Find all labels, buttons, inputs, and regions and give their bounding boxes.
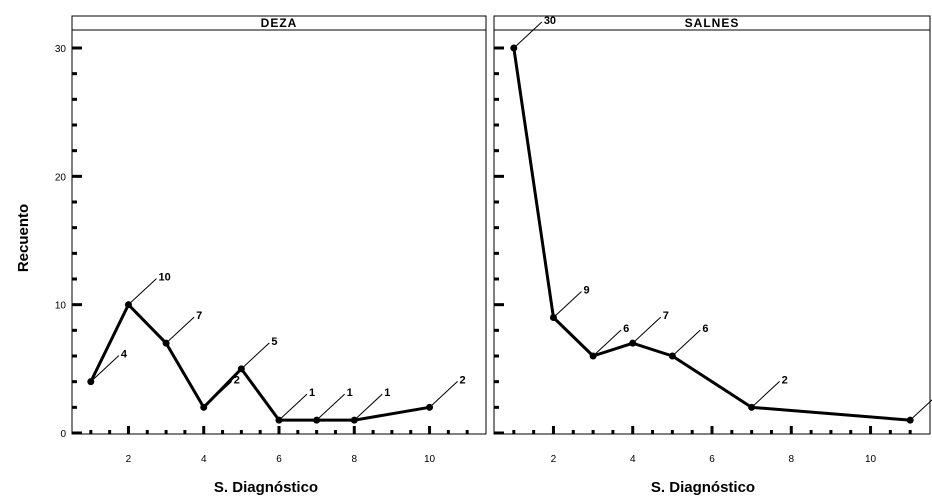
data-label: 30 bbox=[544, 15, 556, 27]
series-line bbox=[512, 47, 911, 422]
leader-line bbox=[592, 329, 622, 357]
data-point bbox=[426, 403, 434, 411]
data-point bbox=[350, 416, 358, 424]
data-label: 6 bbox=[623, 323, 629, 335]
data-point bbox=[629, 339, 637, 347]
x-tick-label: 2 bbox=[126, 454, 132, 465]
leader-line bbox=[672, 329, 701, 357]
y-tick-label: 0 bbox=[60, 429, 66, 440]
data-label: 10 bbox=[158, 272, 170, 284]
data-label: 7 bbox=[663, 310, 669, 322]
leader-line bbox=[751, 380, 780, 408]
data-point bbox=[87, 378, 95, 386]
leader-line bbox=[203, 380, 233, 408]
data-label: 1 bbox=[309, 387, 315, 399]
leader-line bbox=[241, 342, 270, 370]
x-tick-label: 10 bbox=[424, 454, 436, 465]
data-label: 6 bbox=[702, 323, 708, 335]
x-axis-title-right: S. Diagnóstico bbox=[651, 479, 755, 496]
y-tick-label: 30 bbox=[55, 44, 67, 55]
data-point bbox=[124, 301, 132, 309]
panel-frame bbox=[493, 15, 931, 435]
data-label: 2 bbox=[234, 374, 240, 386]
data-point bbox=[549, 314, 557, 321]
panel-title: DEZA bbox=[261, 16, 298, 30]
leader-line bbox=[909, 399, 932, 421]
leader-line bbox=[90, 355, 120, 383]
y-tick-label: 20 bbox=[55, 172, 67, 183]
data-label: 4 bbox=[121, 349, 128, 361]
panels-group: DEZA 0 10 20 30 2 4 6 8 10 4 10 7 2 5 1 1 1 2 SALNES 2 4 6 8 10 3… bbox=[55, 15, 932, 465]
data-point bbox=[162, 339, 170, 347]
data-point bbox=[200, 403, 208, 411]
leader-line bbox=[128, 278, 157, 306]
panel-2: SALNES 2 4 6 8 10 30 9 6 7 6 2 bbox=[493, 15, 932, 465]
data-label: 9 bbox=[583, 285, 589, 297]
x-axis-title-left: S. Diagnóstico bbox=[214, 479, 318, 496]
data-point bbox=[748, 403, 756, 411]
data-label: 2 bbox=[782, 374, 788, 386]
leader-line bbox=[353, 393, 383, 421]
leader-line bbox=[632, 316, 662, 344]
data-label: 5 bbox=[271, 336, 277, 348]
leader-line bbox=[513, 21, 543, 49]
data-point bbox=[313, 416, 321, 424]
x-tick-label: 8 bbox=[351, 454, 357, 465]
leader-line bbox=[553, 291, 582, 318]
data-label: 1 bbox=[384, 387, 390, 399]
data-point bbox=[275, 416, 283, 424]
panel-frame bbox=[71, 15, 487, 435]
panel-title: SALNES bbox=[685, 16, 740, 30]
panel-1: DEZA 0 10 20 30 2 4 6 8 10 4 10 7 2 5 1 1 1 2 bbox=[55, 15, 487, 465]
leader-line bbox=[278, 393, 308, 421]
x-tick-label: 6 bbox=[709, 454, 715, 465]
x-tick-label: 6 bbox=[276, 454, 282, 465]
x-tick-label: 4 bbox=[630, 454, 636, 465]
x-tick-label: 4 bbox=[201, 454, 207, 465]
x-tick-label: 8 bbox=[788, 454, 794, 465]
x-tick-label: 10 bbox=[865, 454, 877, 465]
data-label: 7 bbox=[196, 310, 202, 322]
data-point bbox=[237, 365, 245, 373]
y-tick-label: 10 bbox=[55, 301, 67, 312]
data-point bbox=[906, 416, 914, 424]
data-label: 1 bbox=[347, 387, 353, 399]
y-axis-title: Recuento bbox=[15, 204, 32, 272]
leader-line bbox=[429, 380, 458, 408]
leader-line bbox=[165, 316, 195, 344]
data-point bbox=[589, 352, 597, 360]
data-label: 2 bbox=[460, 374, 466, 386]
data-point bbox=[668, 352, 676, 360]
x-tick-label: 2 bbox=[551, 454, 557, 465]
data-point bbox=[510, 44, 518, 52]
series-line bbox=[89, 303, 430, 422]
leader-line bbox=[316, 393, 345, 421]
